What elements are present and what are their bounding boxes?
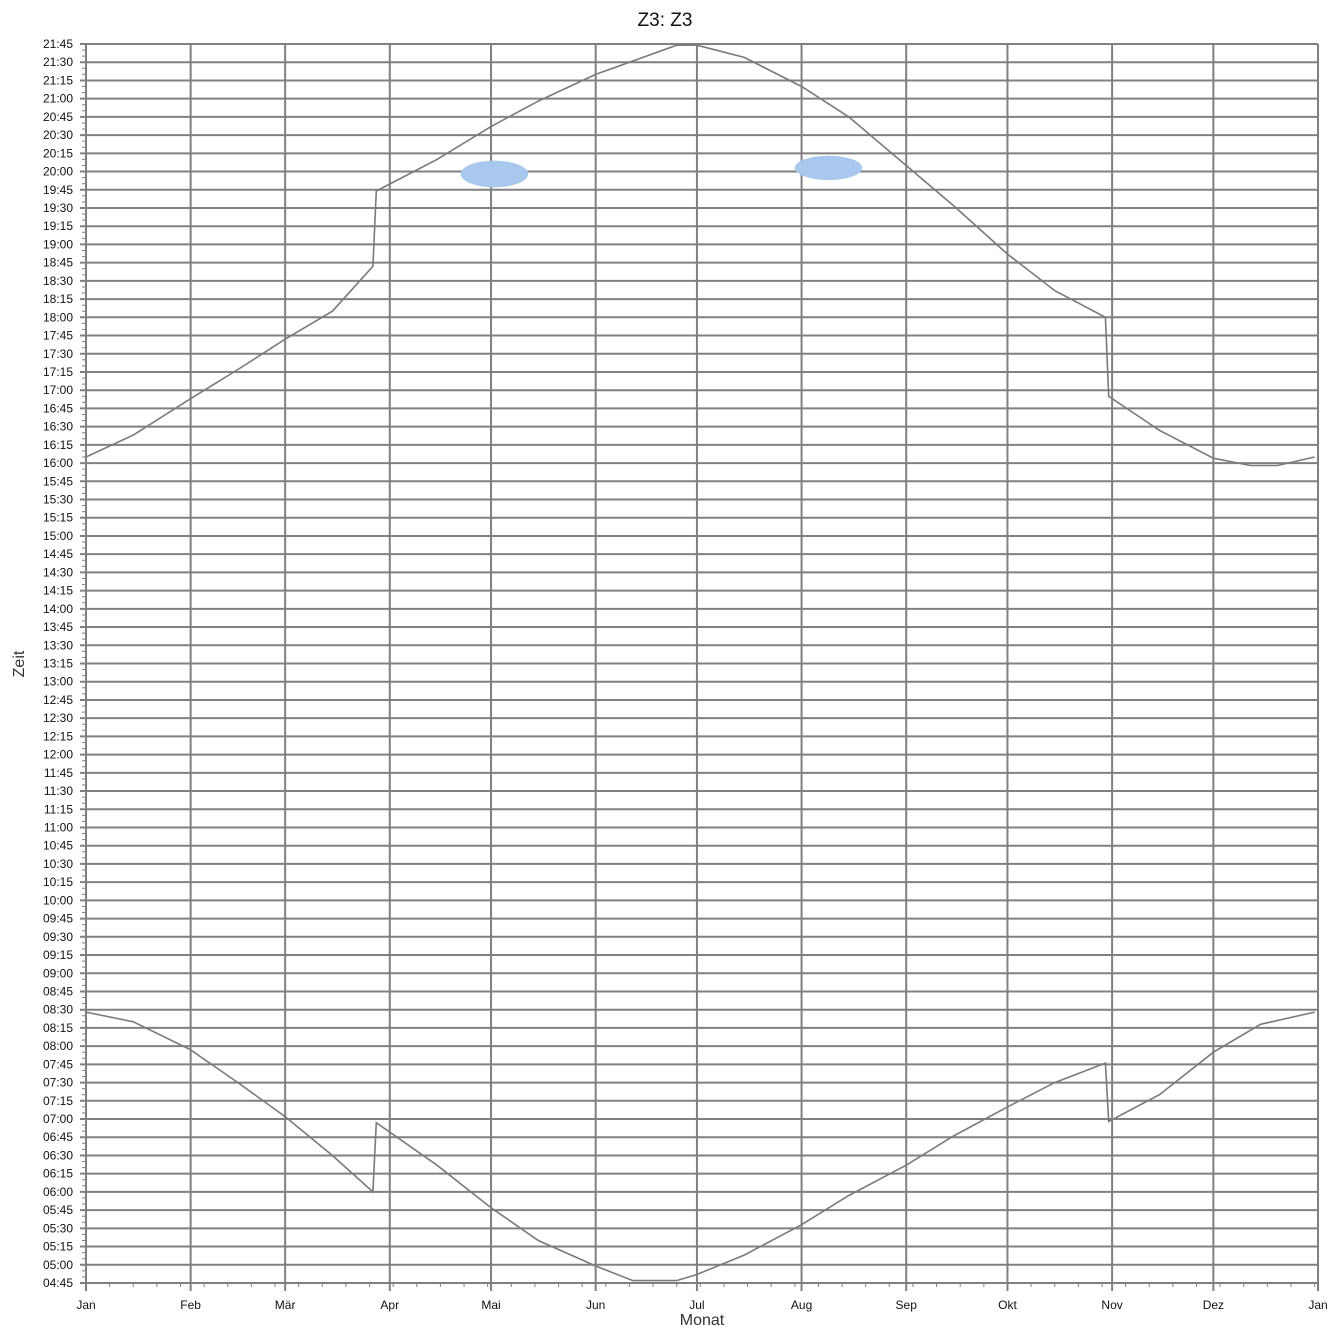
shaded-regions: [460, 155, 863, 188]
y-tick-label: 20:30: [43, 128, 73, 142]
y-tick-label: 12:45: [43, 693, 73, 707]
y-tick-label: 16:00: [43, 456, 73, 470]
y-tick-label: 16:15: [43, 438, 73, 452]
y-tick-label: 11:00: [44, 820, 73, 834]
minor-ticks: [82, 49, 1316, 1287]
y-tick-label: 05:15: [43, 1240, 73, 1254]
y-tick-label: 08:00: [43, 1039, 73, 1053]
y-tick-label: 16:45: [43, 401, 73, 415]
y-tick-label: 15:15: [43, 511, 73, 525]
y-tick-label: 15:00: [43, 529, 73, 543]
y-tick-label: 05:45: [43, 1203, 73, 1217]
x-tick-label: Aug: [791, 1298, 812, 1312]
y-tick-label: 15:45: [43, 474, 73, 488]
y-tick-labels: 04:45 05:00 05:15 05:30 05:45 06:00 06:15 06:30…: [43, 37, 73, 1290]
y-tick-label: 21:15: [43, 73, 73, 87]
y-tick-label: 13:15: [43, 657, 73, 671]
y-tick-label: 07:30: [43, 1076, 73, 1090]
y-tick-label: 10:45: [43, 839, 73, 853]
x-tick-label: Feb: [180, 1298, 201, 1312]
y-tick-label: 06:00: [43, 1185, 73, 1199]
x-tick-label: Apr: [380, 1298, 399, 1312]
y-tick-label: 18:45: [43, 256, 73, 270]
y-tick-label: 10:15: [43, 875, 73, 889]
series-lines: [85, 44, 1315, 1282]
y-tick-label: 08:30: [43, 1003, 73, 1017]
y-tick-label: 20:15: [43, 146, 73, 160]
y-tick-label: 14:00: [43, 602, 73, 616]
x-tick-label: Sep: [896, 1298, 918, 1312]
y-tick-label: 20:45: [43, 110, 73, 124]
series-line: [85, 44, 1315, 467]
y-tick-label: 13:45: [43, 620, 73, 634]
y-tick-label: 06:15: [43, 1167, 73, 1181]
x-tick-label: Jan: [76, 1298, 95, 1312]
y-tick-label: 14:30: [43, 565, 73, 579]
y-tick-label: 11:15: [44, 802, 73, 816]
y-axis-label: Zeit: [11, 650, 28, 677]
x-tick-label: Okt: [998, 1298, 1017, 1312]
y-tick-label: 21:30: [43, 55, 73, 69]
x-tick-label: Dez: [1203, 1298, 1224, 1312]
y-tick-label: 17:15: [43, 365, 73, 379]
y-tick-label: 11:30: [44, 784, 73, 798]
y-tick-label: 18:30: [43, 274, 73, 288]
shaded-region: [460, 160, 529, 188]
y-tick-label: 21:45: [43, 37, 73, 51]
y-tick-label: 21:00: [43, 92, 73, 106]
y-tick-label: 12:15: [43, 729, 73, 743]
y-tick-label: 09:45: [43, 912, 73, 926]
y-tick-label: 13:30: [43, 638, 73, 652]
y-tick-label: 06:45: [43, 1130, 73, 1144]
x-tick-label: Jun: [586, 1298, 605, 1312]
y-tick-label: 18:00: [43, 310, 73, 324]
y-tick-label: 10:30: [43, 857, 73, 871]
x-tick-labels: Jan Feb Mär Apr Mai Jun Jul Aug Sep Okt Nov Dez Jan: [76, 1298, 1327, 1312]
y-tick-label: 17:30: [43, 347, 73, 361]
x-tick-label: Jul: [689, 1298, 704, 1312]
series-line: [85, 1011, 1315, 1282]
y-tick-label: 07:15: [43, 1094, 73, 1108]
x-tick-label: Mär: [275, 1298, 296, 1312]
y-tick-label: 07:00: [43, 1112, 73, 1126]
y-tick-label: 18:15: [43, 292, 73, 306]
y-tick-label: 19:45: [43, 183, 73, 197]
y-tick-label: 19:30: [43, 201, 73, 215]
x-axis-label: Monat: [680, 1312, 725, 1329]
x-tick-label: Jan: [1308, 1298, 1327, 1312]
shaded-region: [794, 155, 863, 181]
y-tick-label: 11:45: [44, 766, 73, 780]
y-tick-label: 19:15: [43, 219, 73, 233]
y-tick-label: 15:30: [43, 493, 73, 507]
y-tick-label: 17:45: [43, 329, 73, 343]
y-tick-label: 12:30: [43, 711, 73, 725]
y-tick-label: 14:15: [43, 584, 73, 598]
y-tick-label: 07:45: [43, 1057, 73, 1071]
y-tick-label: 16:30: [43, 420, 73, 434]
y-tick-label: 05:00: [43, 1258, 73, 1272]
y-tick-label: 04:45: [43, 1276, 73, 1290]
y-tick-label: 08:15: [43, 1021, 73, 1035]
y-tick-label: 09:00: [43, 966, 73, 980]
y-tick-label: 09:15: [43, 948, 73, 962]
y-tick-label: 14:45: [43, 547, 73, 561]
y-tick-label: 19:00: [43, 237, 73, 251]
y-tick-label: 13:00: [43, 675, 73, 689]
y-tick-label: 08:45: [43, 984, 73, 998]
y-tick-label: 17:00: [43, 383, 73, 397]
y-tick-label: 09:30: [43, 930, 73, 944]
y-tick-label: 20:00: [43, 165, 73, 179]
chart-title: Z3: Z3: [638, 10, 693, 31]
y-tick-label: 05:30: [43, 1221, 73, 1235]
grid: [80, 43, 1319, 1291]
y-tick-label: 06:30: [43, 1148, 73, 1162]
x-tick-label: Mai: [481, 1298, 500, 1312]
x-tick-label: Nov: [1101, 1298, 1122, 1312]
y-tick-label: 12:00: [43, 748, 73, 762]
y-tick-label: 10:00: [43, 893, 73, 907]
